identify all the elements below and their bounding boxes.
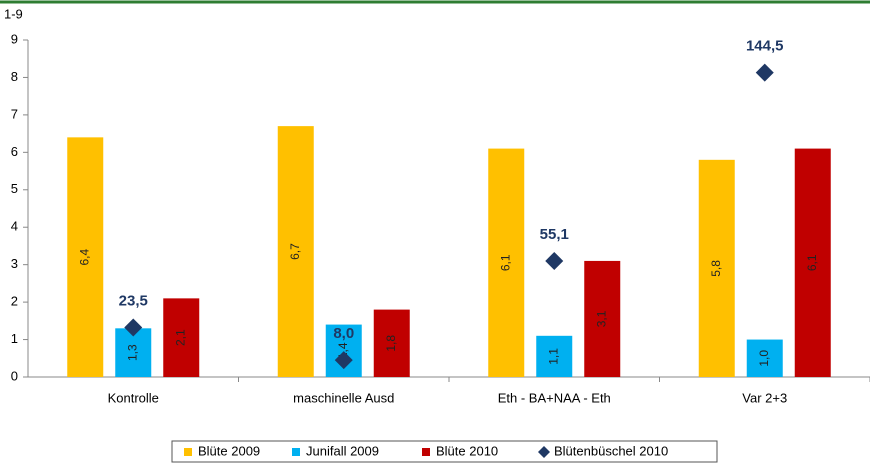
y-tick-label: 9 [11,31,18,46]
legend-swatch [292,448,300,456]
data-label: 1,3 [125,344,139,361]
data-label: 2,1 [173,329,187,346]
y-axis-label: 1-9 [4,6,23,21]
x-tick-label: Eth - BA+NAA - Eth [498,390,611,405]
legend-swatch [184,448,192,456]
data-label: 8,0 [333,325,354,342]
x-tick-label: Kontrolle [108,390,159,405]
y-tick-label: 8 [11,69,18,84]
y-tick-label: 6 [11,144,18,159]
x-tick-label: Var 2+3 [742,390,787,405]
marker [756,64,774,82]
data-label: 6,4 [77,249,91,266]
y-tick-label: 5 [11,181,18,196]
data-label: 6,7 [288,243,302,260]
legend-label: Junifall 2009 [306,443,379,458]
y-tick-label: 1 [11,331,18,346]
data-label: 1,8 [384,335,398,352]
chart: 1-9 0 1 2 3 4 5 6 7 8 9 Kontrolle maschinelle Ausd E… [0,0,870,464]
x-tick-label: maschinelle Ausd [293,390,394,405]
legend-label: Blüte 2010 [436,443,498,458]
legend-swatch [422,448,430,456]
y-tick-label: 3 [11,256,18,271]
data-label: 55,1 [540,226,569,243]
data-label: 1,0 [757,350,771,367]
legend-label: Blütenbüschel 2010 [554,443,668,458]
data-label: 1,1 [546,348,560,365]
data-label: 3,1 [594,310,608,327]
y-tick-label: 4 [11,219,18,234]
y-tick-label: 2 [11,294,18,309]
data-label: 5,8 [709,260,723,277]
data-label: 6,1 [805,254,819,271]
data-label: 6,1 [498,254,512,271]
y-tick-label: 7 [11,106,18,121]
legend-label: Blüte 2009 [198,443,260,458]
marker [545,252,563,270]
data-label: 144,5 [746,38,784,55]
data-label: 23,5 [119,292,148,309]
y-tick-label: 0 [11,368,18,383]
